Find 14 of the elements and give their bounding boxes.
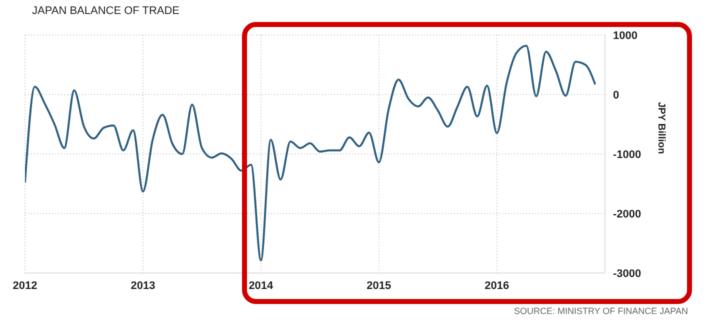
chart-title: JAPAN BALANCE OF TRADE xyxy=(32,5,180,17)
x-tick-label: 2015 xyxy=(366,280,392,292)
y-tick-label: 1000 xyxy=(613,30,638,42)
y-tick-label: 0 xyxy=(613,89,620,102)
line-series xyxy=(25,44,596,262)
x-tick-label: 2016 xyxy=(484,280,510,292)
x-tick-label: 2012 xyxy=(12,280,38,292)
y-tick-label: -2000 xyxy=(613,208,642,220)
y-tick-label: -1000 xyxy=(613,148,642,161)
y-axis-title: JPY Billion xyxy=(655,102,666,154)
y-tick-label: -3000 xyxy=(613,268,642,280)
x-tick-label: 2014 xyxy=(248,280,274,292)
source-note: SOURCE: MINISTRY OF FINANCE JAPAN xyxy=(512,306,690,316)
x-tick-label: 2013 xyxy=(130,280,156,292)
